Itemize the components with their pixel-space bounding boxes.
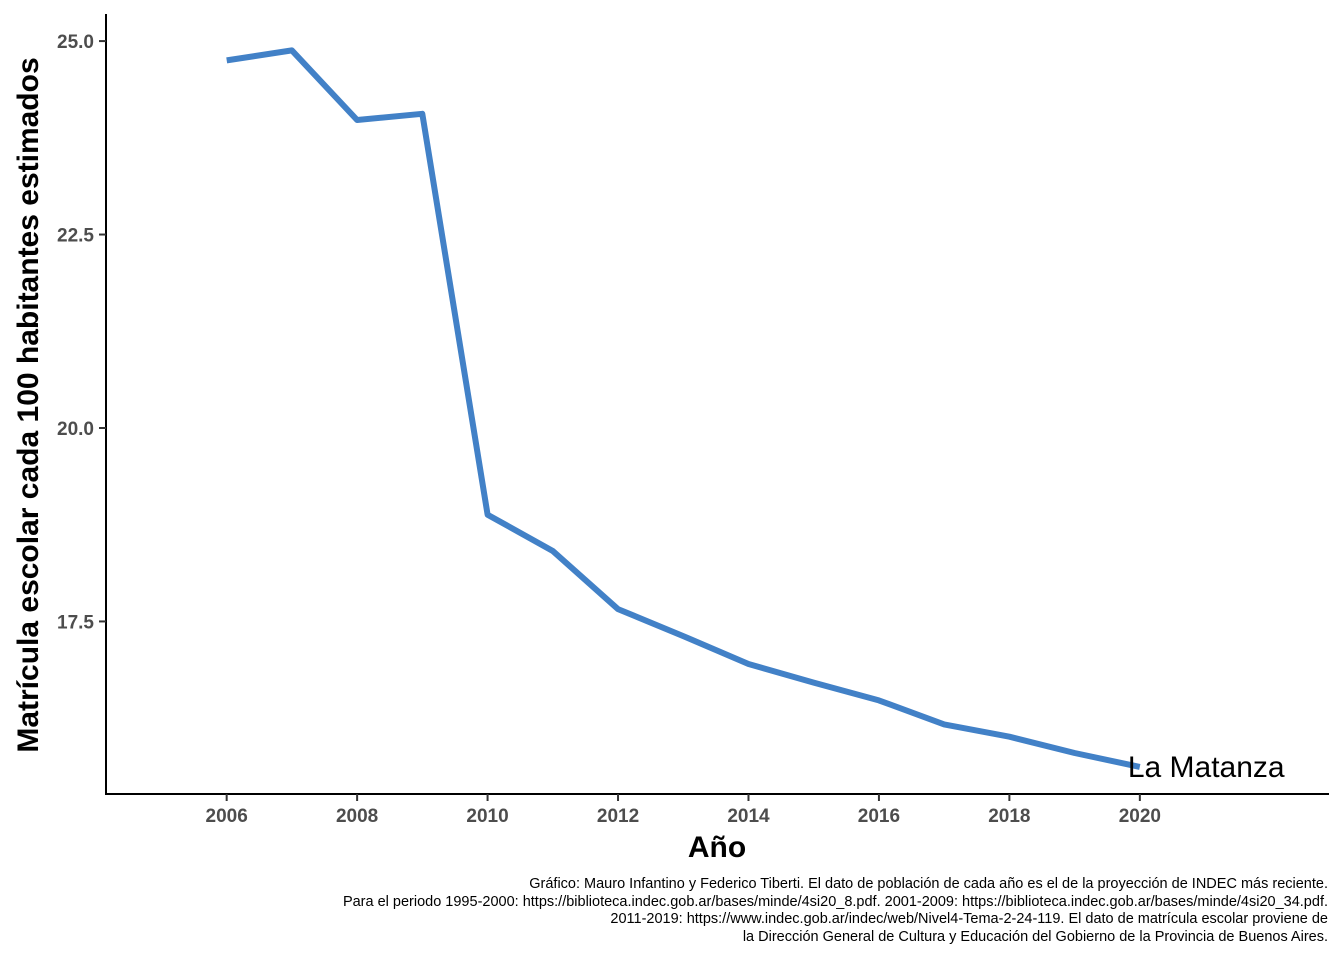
chart-caption: Gráfico: Mauro Infantino y Federico Tibe…: [343, 876, 1328, 946]
y-tick-label: 22.5: [57, 226, 94, 247]
caption-line: 2011-2019: https://www.indec.gob.ar/inde…: [610, 911, 1328, 927]
x-tick-label: 2010: [466, 806, 508, 827]
caption-line: la Dirección General de Cultura y Educac…: [742, 928, 1328, 945]
axes: 2006 2008 2010 2012 2014 2016 2018 2020 17.5 20.0…: [57, 14, 1329, 827]
x-tick-label: 2012: [597, 806, 639, 827]
x-tick-label: 2006: [206, 806, 248, 827]
series-line: [226, 47, 1141, 770]
series-label: La Matanza: [1128, 751, 1285, 784]
caption-line: Gráfico: Mauro Infantino y Federico Tibe…: [529, 876, 1328, 892]
chart-marks: La Matanza: [226, 47, 1285, 784]
x-axis-title: Año: [688, 831, 746, 864]
y-tick-label: 20.0: [57, 419, 94, 440]
x-tick-label: 2016: [858, 806, 900, 827]
caption-line: Para el periodo 1995-2000: https://bibli…: [342, 893, 1328, 910]
line-chart: 2006 2008 2010 2012 2014 2016 2018 2020 17.5 20.0…: [12, 14, 1329, 864]
x-tick-label: 2008: [336, 806, 378, 827]
y-tick-label: 17.5: [57, 612, 94, 633]
y-tick-label: 25.0: [57, 32, 94, 53]
x-tick-label: 2014: [727, 806, 770, 827]
y-axis-title: Matrícula escolar cada 100 habitantes es…: [12, 57, 45, 752]
x-tick-label: 2018: [988, 806, 1030, 827]
x-tick-label: 2020: [1119, 806, 1161, 827]
